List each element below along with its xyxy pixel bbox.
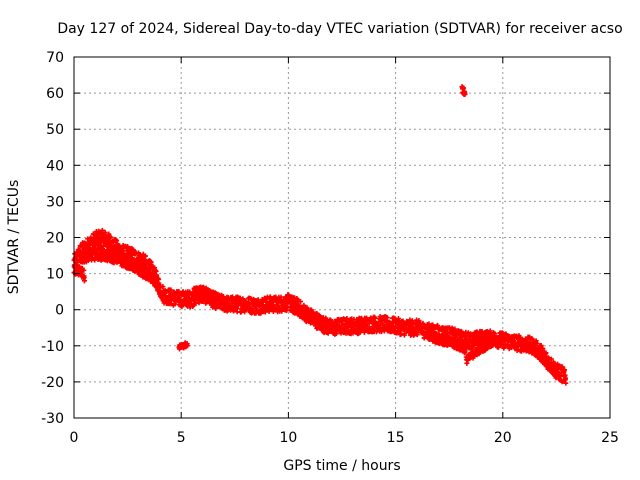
data-point: [326, 322, 332, 328]
data-point: [544, 356, 550, 362]
data-point: [129, 252, 135, 258]
data-point: [114, 238, 120, 244]
data-point: [384, 315, 390, 321]
x-tick-label: 0: [70, 430, 79, 446]
x-tick-label: 15: [387, 430, 405, 446]
data-point: [168, 287, 174, 293]
data-point: [140, 265, 146, 271]
data-point: [470, 339, 476, 345]
data-point: [563, 375, 569, 381]
axis-ticks: 0 5 10 15 20 25 -30 -20 -10 0 10 20 30 40 50 60 70: [41, 50, 619, 446]
data-point: [142, 253, 148, 259]
data-point: [136, 250, 142, 256]
data-point: [538, 343, 544, 349]
y-tick-label: 10: [46, 267, 64, 283]
data-point: [534, 340, 540, 346]
x-tick-label: 10: [279, 430, 297, 446]
data-point: [501, 344, 507, 350]
data-point: [492, 331, 498, 337]
data-point: [402, 330, 408, 336]
data-point: [398, 331, 404, 337]
data-point: [214, 297, 220, 303]
y-axis-label: SDTVAR / TECUs: [6, 180, 22, 295]
y-tick-label: -20: [41, 375, 64, 391]
x-tick-label: 5: [177, 430, 186, 446]
data-point: [452, 326, 458, 332]
data-point: [81, 278, 87, 284]
x-tick-label: 25: [601, 430, 619, 446]
data-point: [301, 302, 307, 308]
data-point: [543, 350, 549, 356]
data-point: [497, 337, 503, 343]
y-tick-label: -10: [41, 339, 64, 355]
data-point: [562, 367, 568, 373]
data-point: [179, 304, 185, 310]
grid: [74, 57, 610, 418]
y-tick-label: 50: [46, 122, 64, 138]
data-point: [462, 91, 468, 97]
data-point: [298, 299, 304, 305]
data-point: [166, 293, 172, 299]
data-point: [459, 329, 465, 335]
data-points: [71, 84, 569, 386]
data-point: [414, 332, 420, 338]
data-point: [518, 334, 524, 340]
data-point: [278, 294, 284, 300]
y-tick-label: 20: [46, 231, 64, 247]
y-tick-label: 70: [46, 50, 64, 66]
data-point: [148, 259, 154, 265]
x-axis-label: GPS time / hours: [283, 458, 400, 474]
chart-title: Day 127 of 2024, Sidereal Day-to-day VTE…: [57, 21, 622, 37]
data-point: [366, 321, 372, 326]
data-point: [152, 274, 158, 280]
data-point: [463, 346, 469, 352]
data-point: [548, 356, 554, 362]
data-point: [545, 361, 551, 367]
data-point: [81, 267, 87, 273]
y-tick-label: -30: [41, 411, 64, 427]
y-tick-label: 30: [46, 194, 64, 210]
data-point: [154, 282, 160, 288]
y-tick-label: 40: [46, 158, 64, 174]
y-tick-label: 60: [46, 86, 64, 102]
data-point: [461, 85, 467, 91]
data-point: [108, 234, 114, 240]
data-point: [295, 297, 301, 303]
y-tick-label: 0: [55, 303, 64, 319]
data-point: [152, 265, 158, 271]
data-point: [184, 343, 190, 349]
data-point: [563, 380, 569, 386]
x-tick-label: 20: [494, 430, 512, 446]
